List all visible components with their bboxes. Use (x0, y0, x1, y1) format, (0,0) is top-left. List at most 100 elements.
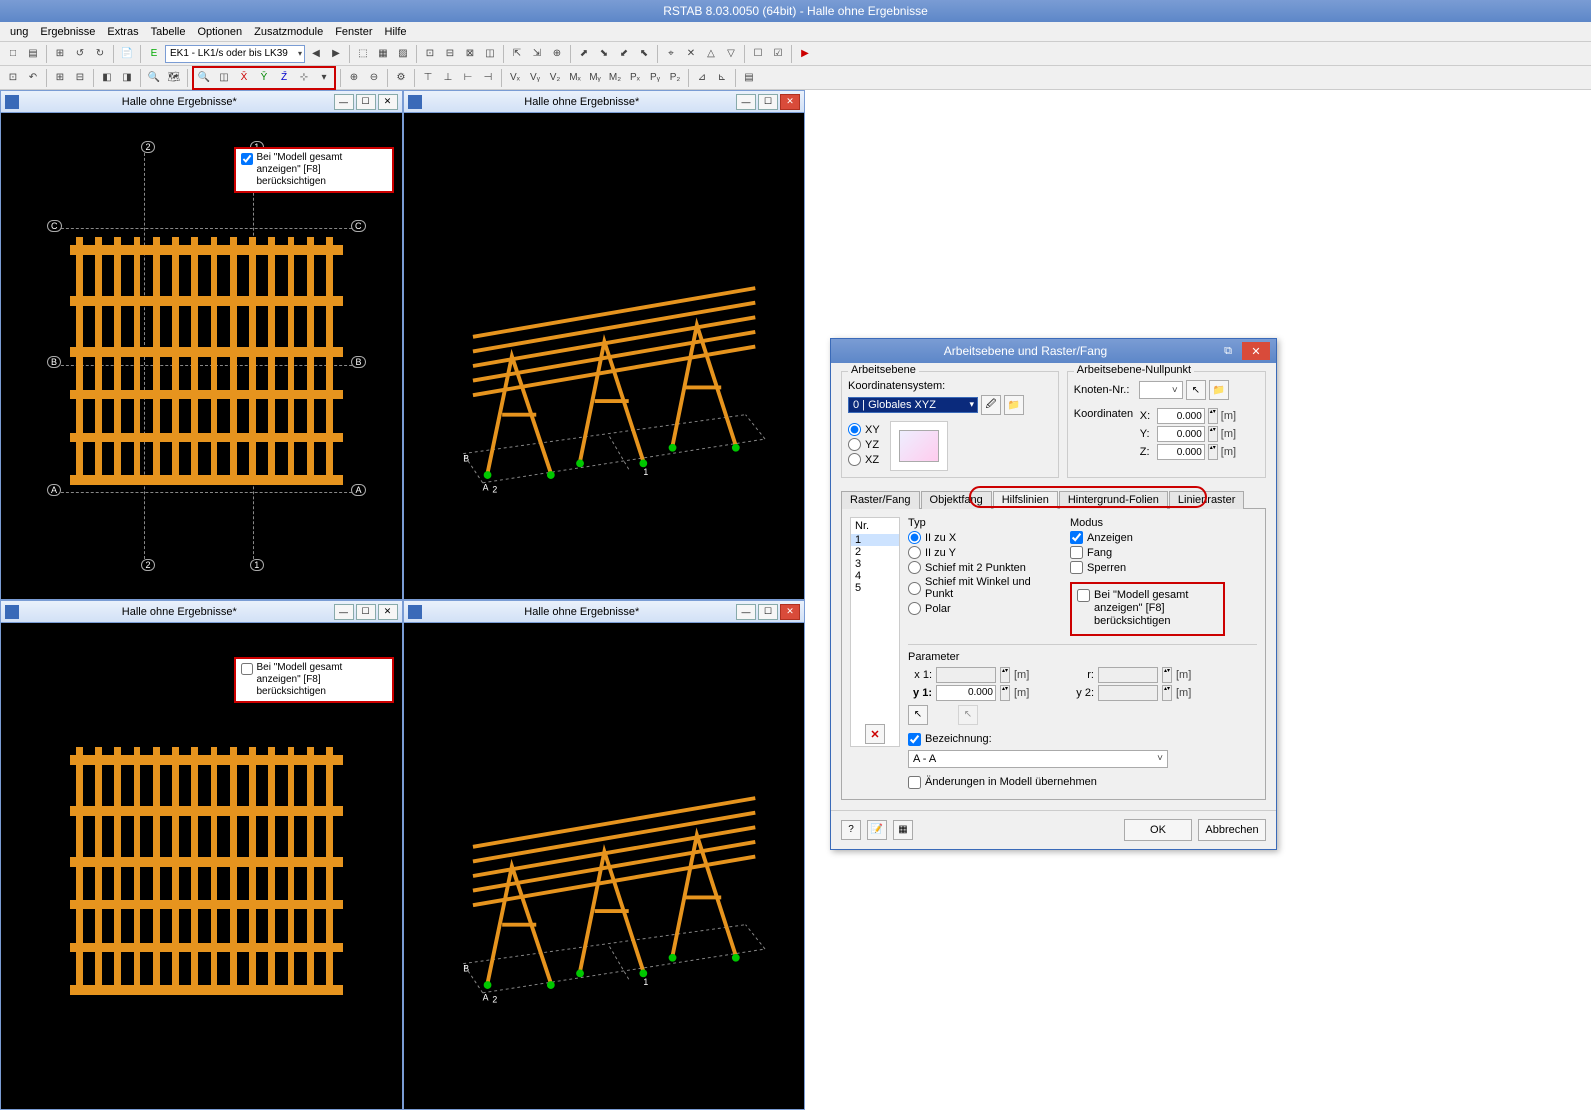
menu-item[interactable]: Fenster (329, 24, 378, 40)
toolbar-btn[interactable]: ◀ (307, 45, 325, 63)
toolbar-btn[interactable]: ⇱ (508, 45, 526, 63)
close-button[interactable]: ✕ (1242, 342, 1270, 360)
toolbar-btn[interactable]: 🔍 (145, 69, 163, 87)
maximize-button[interactable]: ☐ (758, 94, 778, 110)
typ-option[interactable]: II zu Y (908, 546, 1058, 559)
toolbar-btn[interactable]: ⊞ (51, 69, 69, 87)
toolbar-btn[interactable]: ◧ (98, 69, 116, 87)
modus-anzeigen[interactable]: Anzeigen (1070, 531, 1257, 544)
toolbar-btn[interactable]: ⊟ (441, 45, 459, 63)
minimize-button[interactable]: — (334, 94, 354, 110)
delete-icon[interactable]: ✕ (865, 724, 885, 744)
toolbar-btn[interactable]: ▨ (394, 45, 412, 63)
toolbar-btn[interactable]: ▶ (796, 45, 814, 63)
apply-changes-check[interactable]: Änderungen in Modell übernehmen (908, 776, 1257, 789)
axis-z-icon[interactable]: Z̄ (275, 69, 293, 87)
list-item[interactable]: 4 (851, 570, 899, 582)
magnify-icon[interactable]: 🔍 (195, 69, 213, 87)
toolbar-btn[interactable]: Pᵧ (646, 69, 664, 87)
list-item[interactable]: 3 (851, 558, 899, 570)
toolbar-btn[interactable]: Mᵧ (586, 69, 604, 87)
menu-item[interactable]: Zusatzmodule (248, 24, 329, 40)
toolbar-btn[interactable]: ☐ (749, 45, 767, 63)
toolbar-btn[interactable]: M₂ (606, 69, 624, 87)
toolbar-btn[interactable]: ⊠ (461, 45, 479, 63)
toolbar-btn[interactable]: ✕ (682, 45, 700, 63)
toolbar-btn[interactable]: ▶ (327, 45, 345, 63)
toolbar-btn[interactable]: ⬋ (615, 45, 633, 63)
toolbar-btn[interactable]: E (145, 45, 163, 63)
plane-option-yz[interactable]: YZ (848, 438, 880, 451)
menu-item[interactable]: Tabelle (145, 24, 192, 40)
toolbar-btn[interactable]: △ (702, 45, 720, 63)
toolbar-btn[interactable]: Mₓ (566, 69, 584, 87)
help-icon[interactable]: ? (841, 820, 861, 840)
plane-option-xy[interactable]: XY (848, 423, 880, 436)
toolbar-btn[interactable]: ⊡ (421, 45, 439, 63)
toolbar-btn[interactable]: ⊡ (4, 69, 22, 87)
maximize-button[interactable]: ☐ (356, 604, 376, 620)
bezeichnung-check[interactable]: Bezeichnung: (908, 733, 1257, 746)
cube-icon[interactable]: ◫ (215, 69, 233, 87)
close-button[interactable]: ✕ (780, 604, 800, 620)
menu-item[interactable]: Optionen (191, 24, 248, 40)
typ-option[interactable]: Polar (908, 602, 1058, 615)
axis-xyz-icon[interactable]: ⊹ (295, 69, 313, 87)
toolbar-btn[interactable]: ⊢ (459, 69, 477, 87)
toolbar-btn[interactable]: ↻ (91, 45, 109, 63)
toolbar-btn[interactable]: Vₓ (506, 69, 524, 87)
toolbar-btn[interactable]: ▤ (24, 45, 42, 63)
close-button[interactable]: ✕ (780, 94, 800, 110)
toolbar-btn[interactable]: ◫ (481, 45, 499, 63)
minimize-button[interactable]: — (334, 604, 354, 620)
toolbar-btn[interactable]: V₂ (546, 69, 564, 87)
viewport-2d-top[interactable]: 2 1 2 1 C B A C B A Bei "Modell gesamt a… (1, 113, 402, 599)
axis-y-icon[interactable]: Ȳ (255, 69, 273, 87)
restore-button[interactable]: ⧉ (1214, 342, 1242, 360)
callout-checkbox[interactable] (241, 153, 253, 165)
node-select[interactable] (1139, 381, 1183, 399)
tab-hintergrund[interactable]: Hintergrund-Folien (1059, 491, 1168, 509)
close-button[interactable]: ✕ (378, 94, 398, 110)
loadcase-combo[interactable]: EK1 - LK1/s oder bis LK39 (165, 45, 305, 63)
toolbar-btn[interactable]: ⬉ (635, 45, 653, 63)
toolbar-btn[interactable]: P₂ (666, 69, 684, 87)
toolbar-btn[interactable]: ⊤ (419, 69, 437, 87)
pick-point-icon[interactable]: ↖ (908, 705, 928, 725)
chevron-down-icon[interactable]: ▾ (315, 69, 333, 87)
coord-y-input[interactable] (1157, 426, 1205, 442)
viewport-2d-bottom[interactable]: Bei "Modell gesamt anzeigen" [F8] berück… (1, 623, 402, 1109)
browse-icon[interactable]: 📁 (1004, 395, 1024, 415)
toolbar-btn[interactable]: ⚙ (392, 69, 410, 87)
toolbar-btn[interactable]: ⇲ (528, 45, 546, 63)
modus-fang[interactable]: Fang (1070, 546, 1257, 559)
toolbar-btn[interactable]: Pₓ (626, 69, 644, 87)
list-item[interactable]: 2 (851, 546, 899, 558)
tab-objektfang[interactable]: Objektfang (921, 491, 992, 509)
callout-checkbox[interactable] (241, 663, 253, 675)
param-y1-input[interactable] (936, 685, 996, 701)
toolbar-btn[interactable]: 🗺 (165, 69, 183, 87)
tab-raster[interactable]: Raster/Fang (841, 491, 920, 509)
minimize-button[interactable]: — (736, 604, 756, 620)
toolbar-btn[interactable]: ⊞ (51, 45, 69, 63)
toolbar-btn[interactable]: ⬚ (354, 45, 372, 63)
bezeichnung-select[interactable]: A - A (908, 750, 1168, 768)
toolbar-btn[interactable]: ⊟ (71, 69, 89, 87)
axis-x-icon[interactable]: X̄ (235, 69, 253, 87)
toolbar-btn[interactable]: ⊕ (345, 69, 363, 87)
edit-icon[interactable]: 🖉 (981, 395, 1001, 415)
typ-option[interactable]: Schief mit 2 Punkten (908, 561, 1058, 574)
toolbar-btn[interactable]: ⊖ (365, 69, 383, 87)
coord-x-input[interactable] (1157, 408, 1205, 424)
dialog-title-bar[interactable]: Arbeitsebene und Raster/Fang ⧉ ✕ (831, 339, 1276, 363)
modus-sperren[interactable]: Sperren (1070, 561, 1257, 574)
toolbar-btn[interactable]: ▦ (374, 45, 392, 63)
folder-icon[interactable]: 📁 (1209, 380, 1229, 400)
toolbar-btn[interactable]: ▽ (722, 45, 740, 63)
toolbar-btn[interactable]: ⊣ (479, 69, 497, 87)
viewport-3d[interactable]: BA 21 (404, 113, 805, 599)
menu-item[interactable]: Ergebnisse (34, 24, 101, 40)
toolbar-btn[interactable]: □ (4, 45, 22, 63)
toolbar-btn[interactable]: ⬈ (575, 45, 593, 63)
